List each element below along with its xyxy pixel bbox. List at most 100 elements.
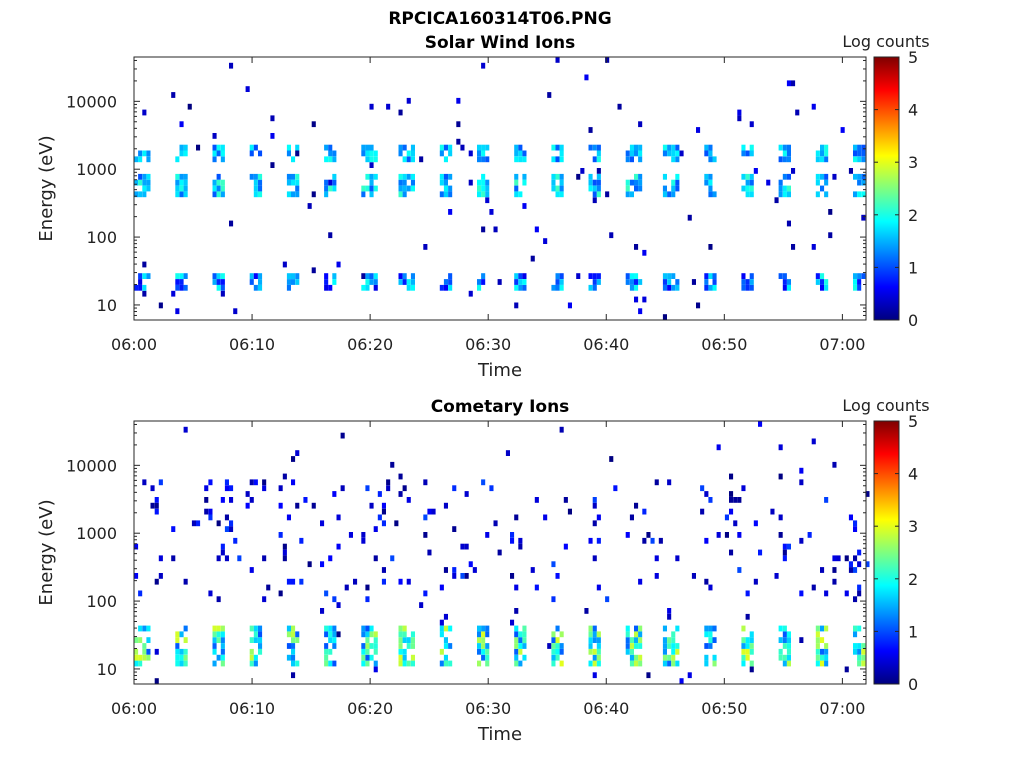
spectrogram-cell: [448, 191, 453, 198]
spectrogram-cell: [286, 643, 291, 649]
spectrogram-cell: [592, 185, 597, 192]
spectrogram-cell: [138, 654, 143, 661]
spectrogram-cell: [262, 555, 267, 562]
spectrogram-cell: [179, 631, 184, 638]
spectrogram-cell: [361, 537, 366, 544]
spectrogram-cell: [853, 173, 858, 180]
spectrogram-cell: [857, 273, 862, 279]
spectrogram-cell: [782, 643, 787, 649]
spectrogram-cell: [857, 625, 862, 632]
spectrogram-cell: [183, 660, 188, 667]
spectrogram-cell: [518, 660, 523, 667]
spectrogram-cell: [365, 631, 370, 638]
spectrogram-cell: [861, 643, 866, 649]
spectrogram-cell: [749, 185, 754, 192]
spectrogram-cell: [448, 273, 453, 279]
spectrogram-cell: [691, 279, 696, 285]
spectrogram-cell: [249, 567, 254, 573]
spectrogram-cells: [134, 57, 866, 320]
x-tick-label: 06:00: [111, 335, 157, 354]
spectrogram-cell: [861, 150, 866, 157]
spectrogram-cell: [522, 203, 527, 209]
spectrogram-cell: [778, 185, 783, 192]
spectrogram-cell: [419, 602, 424, 608]
spectrogram-cell: [815, 654, 820, 661]
spectrogram-cell: [477, 631, 482, 638]
spectrogram-cell: [477, 279, 482, 285]
spectrogram-cell: [857, 584, 862, 591]
spectrogram-cell: [373, 150, 378, 157]
spectrogram-cell: [398, 279, 403, 285]
spectrogram-cell: [671, 150, 676, 157]
spectrogram-cell: [373, 279, 378, 285]
spectrogram-cell: [791, 244, 796, 250]
spectrogram-cell: [551, 144, 556, 151]
spectrogram-cell: [398, 631, 403, 638]
x-tick-label: 06:20: [347, 335, 393, 354]
spectrogram-cell: [291, 456, 296, 462]
spectrogram-cell: [625, 273, 630, 279]
spectrogram-cell: [782, 660, 787, 667]
spectrogram-cell: [402, 631, 407, 638]
spectrogram-cell: [361, 191, 366, 198]
spectrogram-cell: [786, 144, 791, 151]
spectrogram-cell: [596, 185, 601, 192]
spectrogram-cell: [398, 578, 403, 585]
spectrogram-cell: [824, 654, 829, 661]
spectrogram-cell: [328, 144, 333, 151]
spectrogram-cell: [662, 660, 667, 667]
spectrogram-cell: [282, 555, 287, 562]
spectrogram-cell: [596, 537, 601, 544]
spectrogram-cell: [708, 625, 713, 632]
spectrogram-cell: [295, 150, 300, 157]
spectrogram-cell: [216, 520, 221, 527]
spectrogram-cell: [782, 150, 787, 157]
spectrogram-cell: [518, 284, 523, 291]
spectrogram-cell: [253, 173, 258, 180]
spectrogram-cell: [324, 279, 329, 285]
spectrogram-cell: [667, 637, 672, 643]
spectrogram-cell: [522, 637, 527, 643]
colorbar-tick-label: 0: [908, 311, 918, 330]
spectrogram-cell: [443, 144, 448, 151]
spectrogram-cell: [328, 232, 333, 239]
spectrogram-cell: [328, 625, 333, 632]
spectrogram-cell: [629, 273, 634, 279]
spectrogram-cell: [253, 625, 258, 632]
spectrogram-cell: [588, 284, 593, 291]
spectrogram-cell: [551, 660, 556, 667]
spectrogram-cell: [460, 543, 465, 550]
spectrogram-cell: [443, 637, 448, 643]
spectrogram-cell: [737, 115, 742, 122]
spectrogram-cell: [712, 660, 717, 667]
spectrogram-cell: [563, 497, 568, 503]
spectrogram-cell: [477, 648, 482, 655]
spectrogram-cell: [332, 173, 337, 180]
spectrogram-cell: [853, 156, 858, 163]
spectrogram-cell: [258, 625, 263, 632]
spectrogram-cell: [638, 150, 643, 157]
spectrogram-cell: [477, 625, 482, 632]
spectrogram-cell: [402, 173, 407, 180]
spectrogram-cell: [778, 444, 783, 451]
spectrogram-cell: [481, 631, 486, 638]
spectrogram-cell: [782, 631, 787, 638]
spectrogram-cell: [286, 150, 291, 157]
spectrogram-cell: [704, 173, 709, 180]
spectrogram-cell: [472, 567, 477, 573]
spectrogram-cell: [596, 514, 601, 521]
spectrogram-cell: [262, 479, 267, 486]
spectrogram-cell: [551, 284, 556, 291]
spectrogram-cell: [286, 179, 291, 186]
spectrogram-cell: [629, 179, 634, 186]
spectrogram-cell: [324, 156, 329, 163]
spectrogram-cell: [249, 173, 254, 180]
spectrogram-cell: [175, 648, 180, 655]
spectrogram-cell: [625, 643, 630, 649]
spectrogram-cell: [559, 179, 564, 186]
spectrogram-cell: [381, 567, 386, 573]
spectrogram-cell: [518, 273, 523, 279]
spectrogram-cell: [514, 654, 519, 661]
spectrogram-cell: [592, 654, 597, 661]
spectrogram-cell: [196, 144, 201, 151]
